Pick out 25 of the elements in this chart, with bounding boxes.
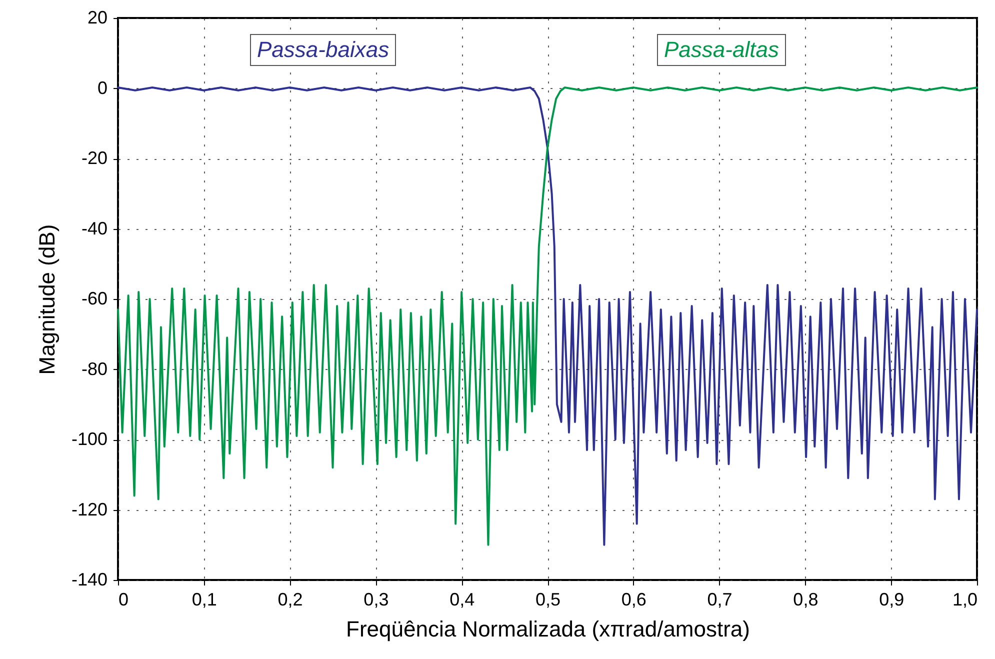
y-tick-label: -100: [71, 429, 108, 449]
x-tick-label: 0,6: [621, 590, 646, 610]
y-tick-label: -80: [81, 358, 108, 379]
x-tick-label: 0: [118, 590, 129, 610]
y-axis-title: Magnitude (dB): [34, 224, 60, 375]
y-tick-label: 20: [87, 8, 108, 28]
y-tick-label: -40: [81, 218, 108, 238]
x-tick-label: 0,5: [535, 590, 561, 610]
y-tick-label: -120: [71, 499, 108, 520]
series-label: Passa-baixas: [250, 34, 396, 66]
x-tick-label: 0,4: [450, 590, 475, 610]
x-tick-label: 0,8: [793, 590, 818, 610]
x-tick-label: 0,9: [879, 590, 904, 610]
x-tick-label: 0,1: [192, 590, 217, 610]
x-tick-label: 0,7: [707, 590, 732, 610]
x-tick-label: 1,0: [952, 590, 978, 610]
y-tick-label: -60: [81, 288, 108, 308]
y-tick-label: -140: [71, 570, 108, 590]
x-tick-label: 0,2: [278, 590, 303, 610]
x-axis-title: Freqüência Normalizada (xπrad/amostra): [346, 616, 750, 642]
x-tick-label: 0,3: [364, 590, 389, 610]
line-series: [117, 86, 978, 546]
series-label: Passa-altas: [657, 34, 786, 66]
y-tick-label: 0: [97, 78, 108, 98]
y-tick-label: -20: [81, 148, 108, 168]
